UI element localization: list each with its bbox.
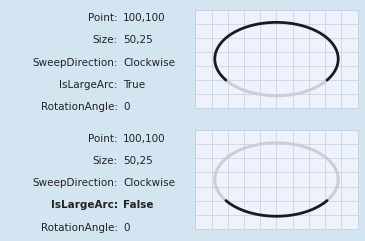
- Text: Clockwise: Clockwise: [123, 178, 175, 188]
- Text: 50,25: 50,25: [123, 156, 153, 166]
- Text: 100,100: 100,100: [123, 134, 166, 144]
- Text: IsLargeArc:: IsLargeArc:: [50, 201, 118, 210]
- Text: RotationAngle:: RotationAngle:: [41, 102, 118, 112]
- Text: False: False: [123, 201, 154, 210]
- Text: SweepDirection:: SweepDirection:: [32, 178, 118, 188]
- Text: Point:: Point:: [88, 13, 118, 23]
- Text: RotationAngle:: RotationAngle:: [41, 223, 118, 233]
- Text: 0: 0: [123, 102, 130, 112]
- Text: 0: 0: [123, 223, 130, 233]
- Text: Clockwise: Clockwise: [123, 58, 175, 68]
- Text: Size:: Size:: [92, 35, 118, 45]
- Text: Point:: Point:: [88, 134, 118, 144]
- Text: Size:: Size:: [92, 156, 118, 166]
- Text: 50,25: 50,25: [123, 35, 153, 45]
- Text: IsLargeArc:: IsLargeArc:: [59, 80, 118, 90]
- Text: True: True: [123, 80, 145, 90]
- Text: 100,100: 100,100: [123, 13, 166, 23]
- Text: SweepDirection:: SweepDirection:: [32, 58, 118, 68]
